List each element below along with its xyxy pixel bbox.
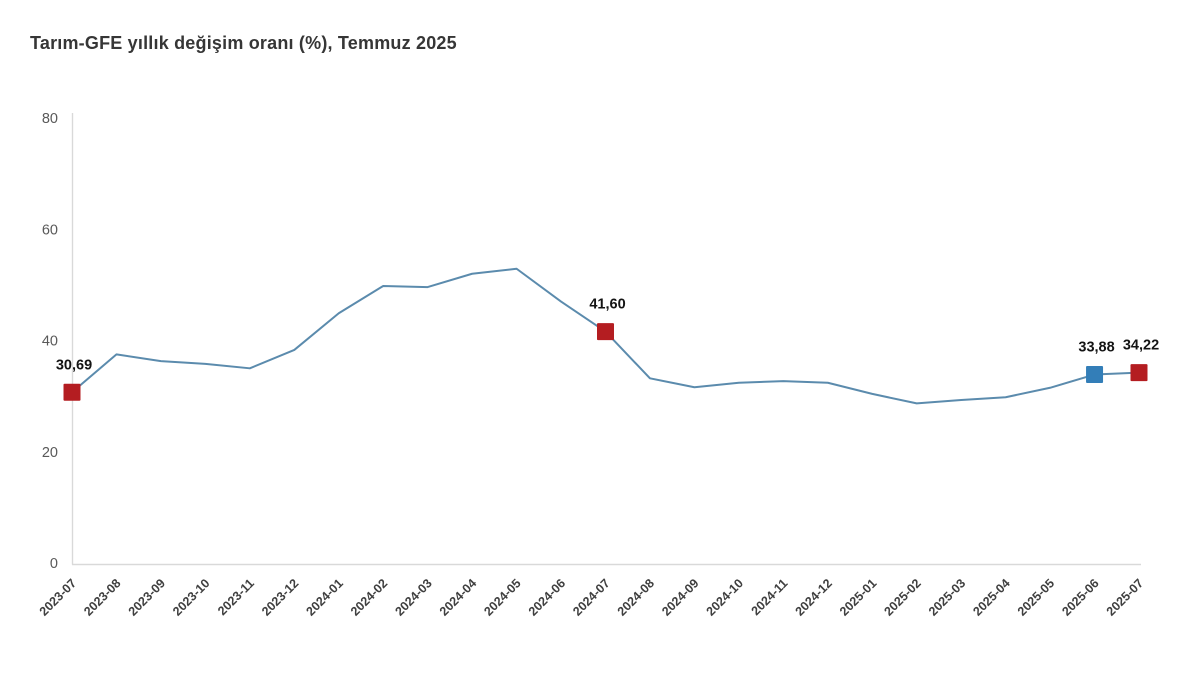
x-tick-label: 2024-08 bbox=[615, 576, 657, 618]
data-point-label: 30,69 bbox=[56, 357, 92, 373]
y-tick-label: 20 bbox=[42, 445, 58, 461]
x-tick-label: 2023-08 bbox=[81, 576, 123, 618]
x-tick-label: 2024-11 bbox=[749, 576, 791, 618]
x-tick-label: 2025-03 bbox=[926, 576, 968, 618]
y-tick-label: 60 bbox=[42, 222, 58, 238]
data-point-label: 33,88 bbox=[1078, 340, 1114, 356]
x-tick-label: 2025-06 bbox=[1059, 576, 1101, 618]
x-tick-label: 2024-09 bbox=[659, 576, 701, 618]
x-tick-label: 2025-01 bbox=[837, 576, 879, 618]
x-tick-label: 2023-12 bbox=[259, 576, 301, 618]
x-tick-label: 2023-09 bbox=[126, 576, 168, 618]
x-tick-label: 2024-04 bbox=[437, 576, 479, 618]
x-tick-label: 2024-07 bbox=[570, 576, 612, 618]
data-point-marker-2024-07 bbox=[597, 323, 614, 341]
x-tick-label: 2023-11 bbox=[215, 576, 257, 618]
x-tick-label: 2025-07 bbox=[1104, 576, 1146, 618]
x-tick-label: 2024-06 bbox=[526, 576, 568, 618]
data-point-marker-2025-07 bbox=[1130, 364, 1148, 382]
x-tick-label: 2025-02 bbox=[881, 576, 923, 618]
x-tick-label: 2024-05 bbox=[481, 576, 523, 618]
data-point-marker-2025-06 bbox=[1086, 366, 1104, 384]
x-tick-label: 2024-01 bbox=[304, 576, 346, 618]
data-point-marker-2023-07 bbox=[63, 383, 81, 401]
x-tick-label: 2024-12 bbox=[793, 576, 835, 618]
data-point-label: 34,22 bbox=[1123, 338, 1159, 354]
x-tick-label: 2024-03 bbox=[392, 576, 434, 618]
x-tick-label: 2024-02 bbox=[348, 576, 390, 618]
y-tick-label: 40 bbox=[42, 334, 58, 350]
x-tick-label: 2025-05 bbox=[1015, 576, 1057, 618]
x-tick-label: 2023-07 bbox=[37, 576, 79, 618]
chart-title: Tarım-GFE yıllık değişim oranı (%), Temm… bbox=[30, 33, 457, 53]
x-tick-label: 2023-10 bbox=[170, 576, 212, 618]
data-point-label: 41,60 bbox=[589, 297, 625, 313]
y-tick-label: 0 bbox=[50, 556, 58, 572]
y-tick-label: 80 bbox=[42, 111, 58, 127]
x-tick-label: 2025-04 bbox=[970, 576, 1012, 618]
x-tick-label: 2024-10 bbox=[704, 576, 746, 618]
